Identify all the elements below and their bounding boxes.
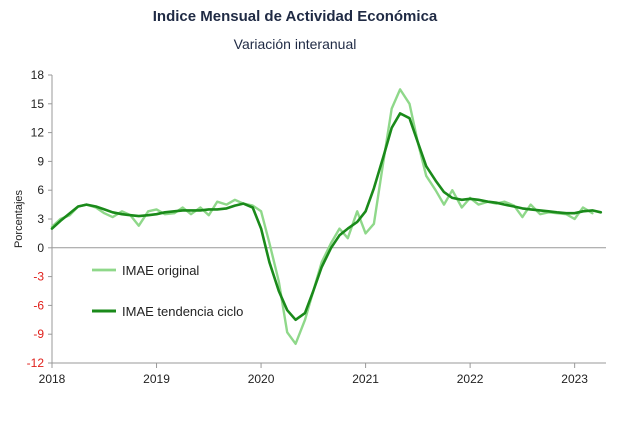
y-axis-label: Porcentajes <box>13 189 25 248</box>
y-tick-label: -9 <box>33 327 44 341</box>
y-tick-label: -12 <box>27 356 45 370</box>
legend-label: IMAE original <box>122 263 199 278</box>
x-tick-label: 2018 <box>39 372 66 386</box>
legend-label: IMAE tendencia ciclo <box>122 304 243 319</box>
chart-subtitle: Variación interanual <box>233 36 357 52</box>
series-line-original <box>50 88 594 345</box>
series-line-trend <box>50 112 603 322</box>
y-tick-label: 6 <box>37 183 44 197</box>
y-tick-label: 3 <box>37 212 44 226</box>
y-tick-label: 15 <box>31 97 45 111</box>
x-tick-label: 2019 <box>143 372 170 386</box>
y-tick-label: 12 <box>31 126 45 140</box>
x-tick-label: 2023 <box>561 372 588 386</box>
x-tick-label: 2020 <box>248 372 275 386</box>
y-tick-label: 9 <box>37 154 44 168</box>
y-tick-label: 18 <box>31 68 45 82</box>
series-lines <box>50 88 603 345</box>
chart-title: Indice Mensual de Actividad Económica <box>152 8 438 25</box>
axes: 18 15 12 9 6 3 0 -3 -6 -9 -12 2018 2019 2020 2021 2022 2… <box>13 68 606 386</box>
x-tick-label: 2021 <box>352 372 379 386</box>
y-tick-label: -6 <box>33 298 44 312</box>
y-tick-label: 0 <box>37 241 44 255</box>
y-tick-label: -3 <box>33 270 44 284</box>
x-tick-label: 2022 <box>457 372 484 386</box>
legend: IMAE original IMAE tendencia ciclo <box>92 263 243 319</box>
